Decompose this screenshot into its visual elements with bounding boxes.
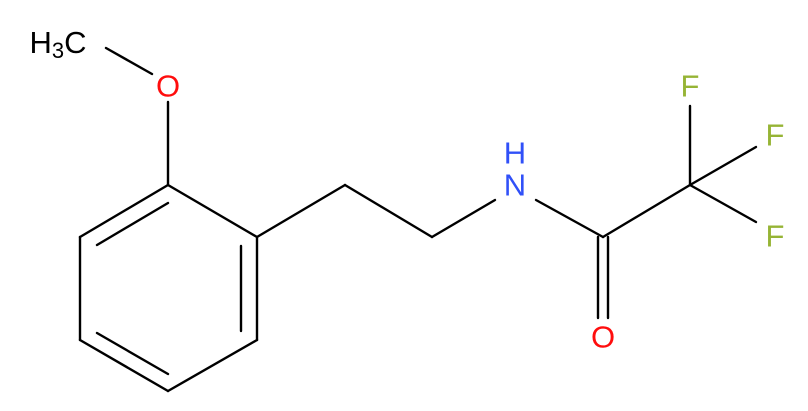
- bond: [104, 46, 154, 76]
- atom-label: H: [29, 25, 51, 60]
- bond: [688, 183, 758, 224]
- bond: [166, 338, 259, 393]
- atom-label: F: [766, 118, 785, 153]
- atom-label: C: [64, 25, 86, 60]
- bond: [601, 183, 692, 239]
- methyl-label: H3C: [29, 25, 86, 63]
- bond: [430, 198, 497, 239]
- bond: [166, 183, 259, 239]
- bond: [78, 338, 170, 393]
- atom-label: H: [504, 136, 526, 171]
- atom-label: O: [156, 69, 180, 104]
- bond: [78, 183, 170, 239]
- bond: [95, 201, 170, 247]
- atom-label: O: [591, 320, 615, 355]
- bond: [534, 198, 605, 239]
- atom-label: N: [504, 168, 526, 203]
- bond: [95, 331, 170, 376]
- bond: [688, 145, 758, 187]
- bonds: [78, 46, 758, 393]
- atom-label: F: [766, 219, 785, 254]
- bond: [255, 183, 347, 239]
- subscript: 3: [52, 38, 64, 63]
- atom-label: F: [681, 69, 700, 104]
- bond: [343, 183, 434, 239]
